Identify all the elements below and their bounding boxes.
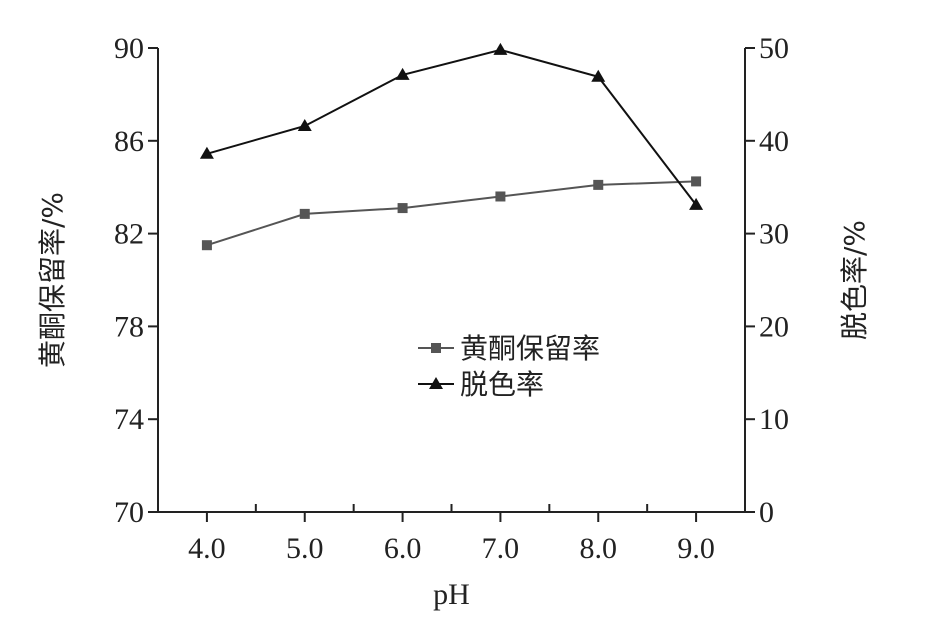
- right-tick-label: 20: [759, 310, 789, 343]
- x-tick-label: 6.0: [384, 532, 422, 565]
- axes-frame: [157, 48, 746, 513]
- data-point: [593, 179, 604, 190]
- data-point: [395, 67, 410, 80]
- series-layer: [199, 42, 704, 251]
- series-2: [199, 42, 704, 210]
- data-point: [397, 203, 408, 214]
- data-point: [297, 118, 312, 131]
- right-tick-label: 50: [759, 32, 789, 65]
- x-tick-label: 7.0: [482, 532, 520, 565]
- data-point: [495, 191, 506, 202]
- legend-label: 黄酮保留率: [460, 332, 600, 365]
- legend-label: 脱色率: [460, 368, 544, 401]
- x-tick-label: 4.0: [188, 532, 226, 565]
- right-y-axis-label: 脱色率/%: [838, 220, 871, 340]
- left-tick-label: 78: [114, 310, 144, 343]
- left-y-axis: 70 74 78 82 86 90: [114, 32, 158, 529]
- right-tick-label: 30: [759, 218, 789, 251]
- x-axis: 4.0 5.0 6.0 7.0 8.0 9.0: [157, 504, 746, 565]
- x-tick-label: 5.0: [286, 532, 324, 565]
- data-point: [689, 197, 704, 210]
- right-y-axis: 0 10 20 30 40 50: [745, 32, 789, 529]
- right-tick-label: 0: [759, 496, 774, 529]
- x-tick-label: 9.0: [677, 532, 715, 565]
- left-tick-label: 90: [114, 32, 144, 65]
- series-1: [201, 176, 702, 251]
- x-tick-label: 8.0: [580, 532, 618, 565]
- data-point: [493, 42, 508, 55]
- left-tick-label: 74: [114, 403, 144, 436]
- left-tick-label: 82: [114, 218, 144, 251]
- x-axis-label: pH: [433, 578, 470, 611]
- data-point: [591, 69, 606, 82]
- data-point: [691, 176, 702, 187]
- right-tick-label: 10: [759, 403, 789, 436]
- data-point: [199, 146, 214, 159]
- legend-marker: [431, 343, 441, 353]
- left-tick-label: 86: [114, 125, 144, 158]
- left-tick-label: 70: [114, 496, 144, 529]
- right-tick-label: 40: [759, 125, 789, 158]
- legend-marker: [429, 377, 443, 389]
- left-y-axis-label: 黄酮保留率/%: [36, 192, 69, 368]
- data-point: [299, 208, 310, 219]
- data-point: [201, 240, 212, 251]
- series-line: [206, 180, 697, 247]
- series-line: [206, 48, 697, 206]
